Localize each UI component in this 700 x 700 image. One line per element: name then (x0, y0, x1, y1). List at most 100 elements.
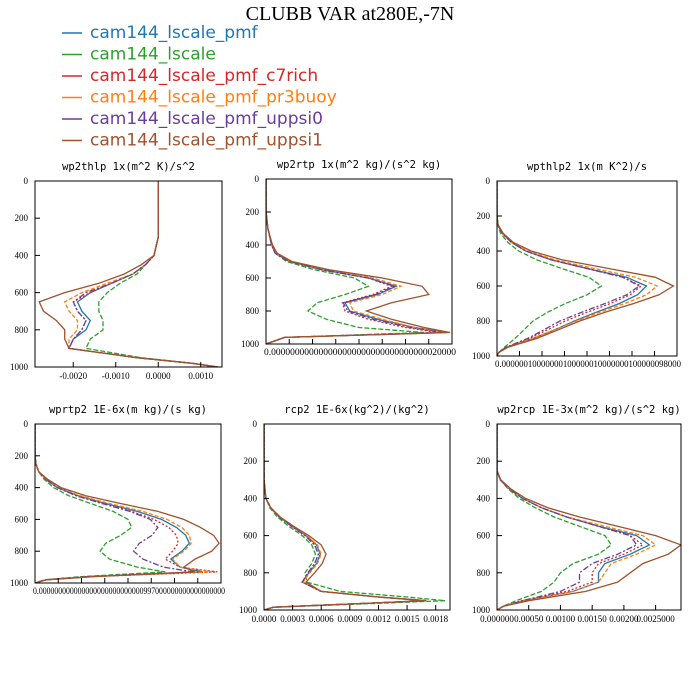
panel-title: rcp2 1E-6x(kg^2)/(kg^2) (284, 404, 429, 416)
x-tick-label: 0.00000010000000100000010000000100000098… (495, 359, 681, 369)
series-line (264, 424, 427, 610)
series-line (35, 424, 194, 583)
y-tick-label: 200 (15, 451, 29, 461)
chart-panel-2: wp2rtp 1x(m^2 kg)/(s^2 kg) 0 200 400 600 800 1… (241, 159, 457, 357)
y-tick-label: 0 (486, 419, 491, 429)
legend-entry: cam144_lscale_pmf_uppsi0 (90, 109, 323, 129)
y-tick-label: 200 (477, 211, 491, 221)
y-tick-label: 400 (477, 246, 491, 256)
y-tick-label: 1000 (239, 605, 258, 615)
legend-entry: cam144_lscale (90, 45, 216, 65)
y-tick-label: 800 (477, 568, 491, 578)
y-tick-label: 0 (486, 176, 491, 186)
x-tick-label: 0.0025000 (636, 614, 675, 624)
chart-panel-4: wprtp2 1E-6x(m kg)/(s kg) 0 200 400 600 800 10… (10, 404, 225, 596)
x-tick-label: 0.000000 (480, 614, 514, 624)
plot-frame (496, 423, 682, 611)
series-line (264, 424, 427, 610)
series-line (264, 424, 446, 610)
series-line (35, 424, 218, 583)
x-tick-label: 0.00050 (514, 614, 544, 624)
x-tick-label: -0.0020 (59, 371, 87, 381)
series-line (497, 424, 651, 610)
y-tick-label: 200 (15, 213, 29, 223)
series-line (497, 181, 675, 356)
y-tick-label: 0 (24, 419, 29, 429)
x-tick-label: 0.0006 (309, 614, 334, 624)
series-line (85, 181, 218, 367)
x-tick-label: 0.0012 (366, 614, 391, 624)
series-line (68, 181, 218, 367)
x-tick-label: 0.00100 (546, 614, 576, 624)
y-tick-label: 200 (246, 207, 260, 217)
y-tick-label: 600 (15, 288, 29, 298)
y-tick-label: 800 (477, 316, 491, 326)
panel-title: wprtp2 1E-6x(m kg)/(s kg) (49, 404, 207, 416)
plot-frame (34, 423, 222, 584)
panel-title: wp2rcp 1E-3x(m^2 kg)/(s^2 kg) (497, 404, 680, 416)
series-line (497, 181, 643, 356)
y-tick-label: 0 (253, 419, 258, 429)
plot-frame (263, 423, 451, 611)
series-line (497, 424, 638, 610)
series-line (497, 181, 648, 356)
chart-panel-1: wp2thlp 1x(m^2 K)/s^2 0 200 400 600 800 1000 -0… (10, 161, 223, 381)
series-line (38, 181, 218, 367)
y-tick-label: 600 (477, 531, 491, 541)
panel-title: wpthlp2 1x(m K^2)/s (527, 161, 647, 173)
series-line (497, 424, 657, 610)
series-line (266, 179, 451, 344)
y-tick-label: 400 (15, 250, 29, 260)
x-tick-label: 0.0018 (423, 614, 448, 624)
y-tick-label: 200 (477, 456, 491, 466)
panel-title: wp2rtp 1x(m^2 kg)/(s^2 kg) (277, 159, 441, 171)
series-line (264, 424, 427, 610)
y-tick-label: 1000 (472, 351, 491, 361)
y-tick-label: 200 (244, 456, 258, 466)
chart-panel-3: wpthlp2 1x(m K^2)/s 0 200 400 600 800 1000 0.00… (472, 161, 681, 369)
y-tick-label: 800 (246, 306, 260, 316)
series-line (497, 424, 613, 610)
y-tick-label: 1000 (10, 578, 29, 588)
legend-entry: cam144_lscale_pmf (90, 23, 259, 43)
x-tick-label: 0.0000 (252, 614, 277, 624)
y-tick-label: 800 (15, 546, 29, 556)
series-line (63, 181, 218, 367)
x-tick-label: 0.00150 (578, 614, 608, 624)
y-tick-label: 400 (244, 493, 258, 503)
series-line (497, 424, 645, 610)
y-tick-label: 400 (477, 493, 491, 503)
series-line (497, 181, 659, 356)
y-tick-label: 1000 (241, 339, 260, 349)
panel-title: wp2thlp 1x(m^2 K)/s^2 (62, 161, 195, 173)
plot-frame (34, 180, 223, 368)
y-tick-label: 600 (246, 273, 260, 283)
x-tick-label: -0.0010 (102, 371, 130, 381)
y-tick-label: 1000 (10, 362, 29, 372)
y-tick-label: 800 (15, 325, 29, 335)
series-line (497, 181, 603, 356)
x-tick-label: 0.0010 (188, 371, 213, 381)
x-tick-label: 0.0003 (280, 614, 305, 624)
x-tick-label: 0.00200 (609, 614, 639, 624)
x-tick-label: 0.0000 (146, 371, 171, 381)
series-line (497, 424, 681, 610)
y-tick-label: 0 (24, 176, 29, 186)
y-tick-label: 0 (255, 174, 260, 184)
y-tick-label: 400 (246, 240, 260, 250)
series-line (264, 424, 427, 610)
x-tick-label: 0.00000000000000000000000000000000002000… (264, 347, 457, 357)
y-tick-label: 600 (15, 514, 29, 524)
y-tick-label: 600 (244, 531, 258, 541)
y-tick-label: 800 (244, 568, 258, 578)
y-tick-label: 1000 (472, 605, 491, 615)
y-tick-label: 600 (477, 281, 491, 291)
chart-panels: wp2thlp 1x(m^2 K)/s^2 0 200 400 600 800 1000 -0… (10, 159, 682, 624)
legend-entry: cam144_lscale_pmf_uppsi1 (90, 131, 323, 151)
series-line (264, 424, 427, 610)
legend-entry: cam144_lscale_pmf_pr3buoy (90, 88, 337, 108)
series-line (497, 181, 641, 356)
x-tick-label: 0.00000000000000000000000000099700000000… (33, 586, 225, 596)
